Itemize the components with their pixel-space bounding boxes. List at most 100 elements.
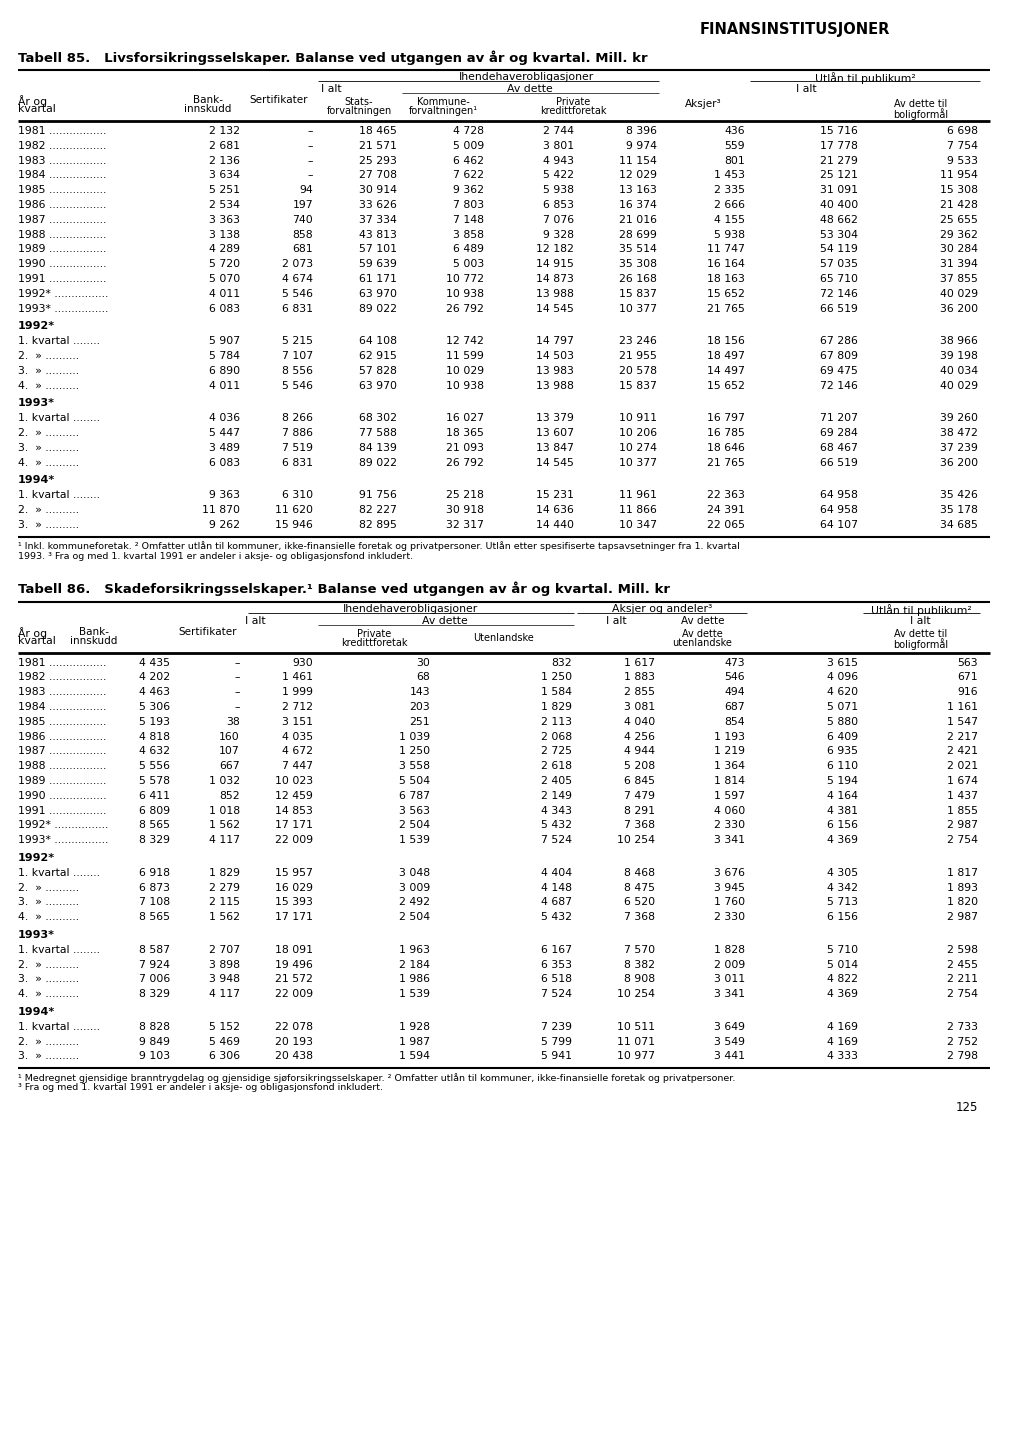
Text: 4 687: 4 687 bbox=[541, 898, 572, 908]
Text: 15 652: 15 652 bbox=[708, 289, 745, 299]
Text: I alt: I alt bbox=[797, 84, 817, 94]
Text: 197: 197 bbox=[293, 200, 313, 210]
Text: 89 022: 89 022 bbox=[359, 457, 397, 467]
Text: Aksjer³: Aksjer³ bbox=[685, 98, 722, 108]
Text: 4 155: 4 155 bbox=[714, 215, 745, 224]
Text: –: – bbox=[307, 126, 313, 136]
Text: 2 618: 2 618 bbox=[541, 761, 572, 771]
Text: 66 519: 66 519 bbox=[820, 304, 858, 314]
Text: forvaltningen¹: forvaltningen¹ bbox=[409, 106, 477, 116]
Text: Av dette: Av dette bbox=[681, 616, 724, 626]
Text: 1991 .................: 1991 ................. bbox=[18, 805, 106, 816]
Text: Private: Private bbox=[357, 629, 391, 639]
Text: 5 941: 5 941 bbox=[541, 1051, 572, 1061]
Text: 5 014: 5 014 bbox=[826, 960, 858, 970]
Text: 9 533: 9 533 bbox=[947, 156, 978, 166]
Text: 71 207: 71 207 bbox=[820, 414, 858, 424]
Text: 5 556: 5 556 bbox=[139, 761, 170, 771]
Text: 1989 .................: 1989 ................. bbox=[18, 777, 106, 787]
Text: 11 747: 11 747 bbox=[708, 244, 745, 254]
Text: 6 935: 6 935 bbox=[827, 746, 858, 756]
Text: 1 562: 1 562 bbox=[209, 912, 240, 923]
Text: 6 110: 6 110 bbox=[826, 761, 858, 771]
Text: 21 765: 21 765 bbox=[708, 457, 745, 467]
Text: 4 822: 4 822 bbox=[827, 975, 858, 985]
Text: kredittforetak: kredittforetak bbox=[341, 638, 408, 648]
Text: 2 504: 2 504 bbox=[399, 912, 430, 923]
Text: 2 009: 2 009 bbox=[714, 960, 745, 970]
Text: 6 809: 6 809 bbox=[139, 805, 170, 816]
Text: 1989 .................: 1989 ................. bbox=[18, 244, 106, 254]
Text: 4 117: 4 117 bbox=[209, 989, 240, 999]
Text: 1994*: 1994* bbox=[18, 476, 55, 486]
Text: 8 475: 8 475 bbox=[624, 882, 655, 892]
Text: 77 588: 77 588 bbox=[359, 428, 397, 438]
Text: 1 584: 1 584 bbox=[541, 687, 572, 697]
Text: 4 164: 4 164 bbox=[827, 791, 858, 801]
Text: 6 489: 6 489 bbox=[453, 244, 484, 254]
Text: 11 071: 11 071 bbox=[617, 1037, 655, 1047]
Text: 26 792: 26 792 bbox=[446, 304, 484, 314]
Text: Bank-: Bank- bbox=[79, 626, 109, 636]
Text: 14 497: 14 497 bbox=[708, 366, 745, 376]
Text: 10 938: 10 938 bbox=[446, 289, 484, 299]
Text: 15 837: 15 837 bbox=[620, 289, 657, 299]
Text: 53 304: 53 304 bbox=[820, 230, 858, 240]
Text: 3 011: 3 011 bbox=[714, 975, 745, 985]
Text: 10 377: 10 377 bbox=[618, 304, 657, 314]
Text: 6 853: 6 853 bbox=[543, 200, 574, 210]
Text: 25 655: 25 655 bbox=[940, 215, 978, 224]
Text: 63 970: 63 970 bbox=[359, 380, 397, 390]
Text: 10 938: 10 938 bbox=[446, 380, 484, 390]
Text: 14 853: 14 853 bbox=[275, 805, 313, 816]
Text: 16 374: 16 374 bbox=[620, 200, 657, 210]
Text: 14 915: 14 915 bbox=[537, 259, 574, 269]
Text: 10 023: 10 023 bbox=[274, 777, 313, 787]
Text: 3 801: 3 801 bbox=[543, 140, 574, 150]
Text: 1 829: 1 829 bbox=[541, 701, 572, 711]
Text: 6 787: 6 787 bbox=[399, 791, 430, 801]
Text: 37 239: 37 239 bbox=[940, 442, 978, 453]
Text: 14 636: 14 636 bbox=[537, 505, 574, 515]
Text: Utlån til publikum²: Utlån til publikum² bbox=[815, 72, 915, 84]
Text: 20 578: 20 578 bbox=[618, 366, 657, 376]
Text: 4.  » ..........: 4. » .......... bbox=[18, 912, 79, 923]
Text: 1993*: 1993* bbox=[18, 930, 55, 940]
Text: 11 870: 11 870 bbox=[202, 505, 240, 515]
Text: 2.  » ..........: 2. » .......... bbox=[18, 960, 79, 970]
Text: –: – bbox=[234, 701, 240, 711]
Text: 5 938: 5 938 bbox=[543, 185, 574, 195]
Text: 5 071: 5 071 bbox=[826, 701, 858, 711]
Text: 3 489: 3 489 bbox=[209, 442, 240, 453]
Text: 6 083: 6 083 bbox=[209, 457, 240, 467]
Text: 5 713: 5 713 bbox=[827, 898, 858, 908]
Text: 3 441: 3 441 bbox=[714, 1051, 745, 1061]
Text: År og: År og bbox=[18, 95, 47, 107]
Text: 69 284: 69 284 bbox=[820, 428, 858, 438]
Text: 2.  » ..........: 2. » .......... bbox=[18, 351, 79, 362]
Text: 1 855: 1 855 bbox=[947, 805, 978, 816]
Text: 5 070: 5 070 bbox=[209, 273, 240, 283]
Text: 2 115: 2 115 bbox=[209, 898, 240, 908]
Text: 1. kvartal ........: 1. kvartal ........ bbox=[18, 490, 100, 500]
Text: 72 146: 72 146 bbox=[820, 289, 858, 299]
Text: 40 400: 40 400 bbox=[820, 200, 858, 210]
Text: 29 362: 29 362 bbox=[940, 230, 978, 240]
Text: 125: 125 bbox=[955, 1102, 978, 1115]
Text: Utenlandske: Utenlandske bbox=[473, 632, 534, 642]
Text: 1990 .................: 1990 ................. bbox=[18, 259, 106, 269]
Text: 21 016: 21 016 bbox=[618, 215, 657, 224]
Text: 34 685: 34 685 bbox=[940, 519, 978, 529]
Text: 1 547: 1 547 bbox=[947, 717, 978, 727]
Text: 4.  » ..........: 4. » .......... bbox=[18, 380, 79, 390]
Text: 6 520: 6 520 bbox=[624, 898, 655, 908]
Text: 57 828: 57 828 bbox=[359, 366, 397, 376]
Text: 18 163: 18 163 bbox=[708, 273, 745, 283]
Text: 1984 .................: 1984 ................. bbox=[18, 701, 106, 711]
Text: 4 305: 4 305 bbox=[826, 868, 858, 878]
Text: 5 152: 5 152 bbox=[209, 1022, 240, 1032]
Text: 1 437: 1 437 bbox=[947, 791, 978, 801]
Text: 1988 .................: 1988 ................. bbox=[18, 761, 106, 771]
Text: 7 570: 7 570 bbox=[624, 944, 655, 954]
Text: 6 890: 6 890 bbox=[209, 366, 240, 376]
